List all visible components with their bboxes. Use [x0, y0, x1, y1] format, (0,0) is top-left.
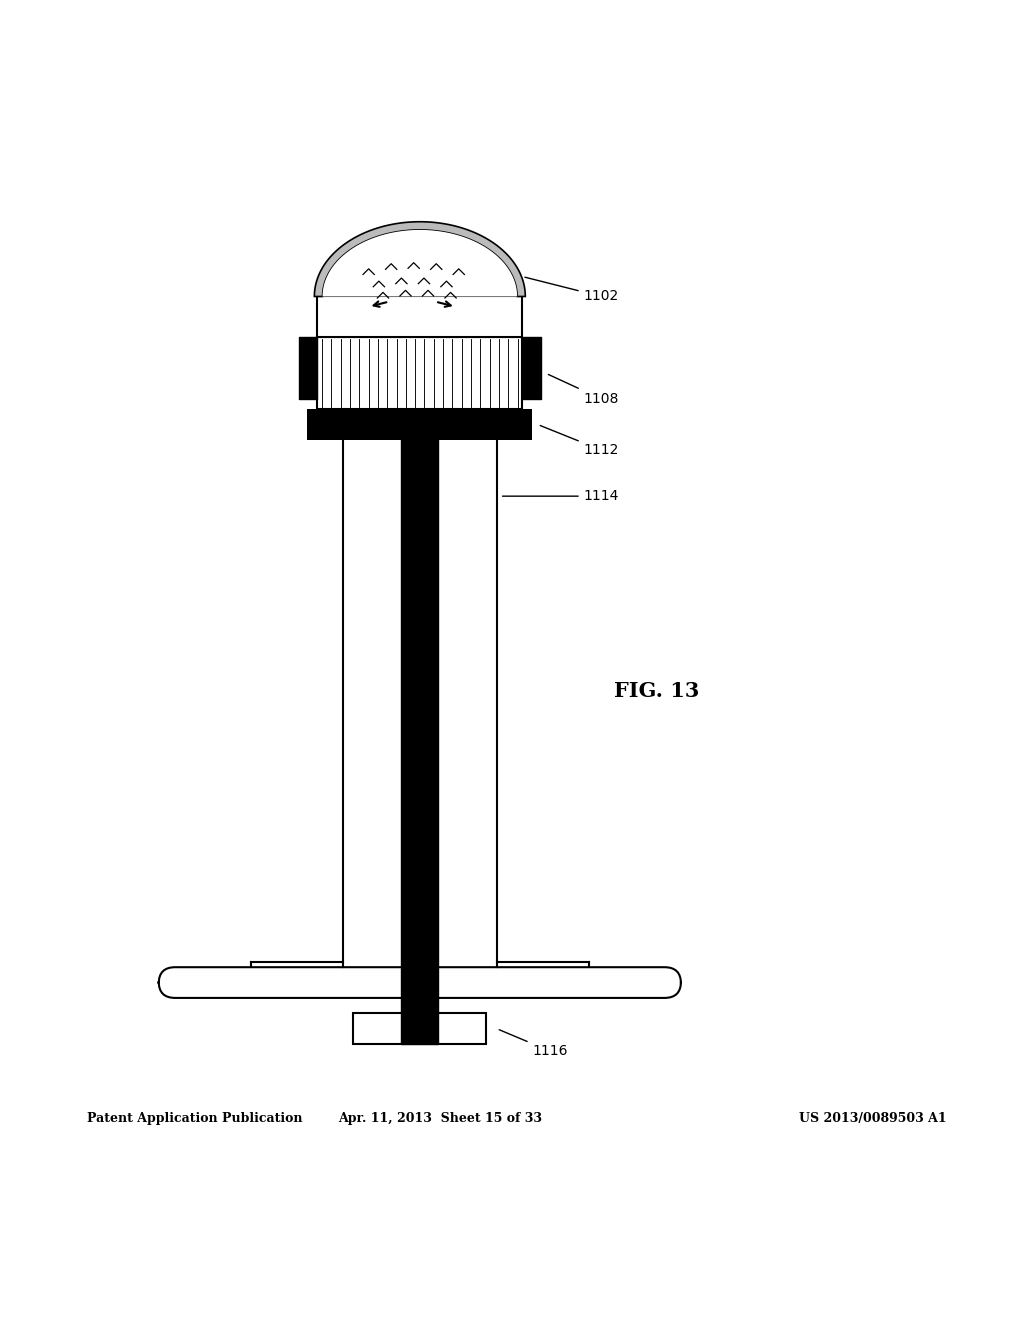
Text: Patent Application Publication: Patent Application Publication — [87, 1113, 302, 1125]
Text: 1108: 1108 — [548, 375, 620, 405]
Text: US 2013/0089503 A1: US 2013/0089503 A1 — [799, 1113, 946, 1125]
Bar — [317, 338, 522, 409]
Polygon shape — [314, 222, 525, 297]
Text: 1112: 1112 — [541, 425, 620, 457]
Text: FIG. 13: FIG. 13 — [614, 681, 699, 701]
Text: 1102: 1102 — [525, 277, 618, 304]
Text: Apr. 11, 2013  Sheet 15 of 33: Apr. 11, 2013 Sheet 15 of 33 — [338, 1113, 543, 1125]
Polygon shape — [323, 230, 517, 297]
Text: 1116: 1116 — [499, 1030, 568, 1059]
Bar — [307, 409, 532, 440]
Text: 1114: 1114 — [503, 490, 620, 503]
Bar — [353, 1014, 486, 1044]
FancyBboxPatch shape — [159, 968, 681, 998]
Bar — [317, 297, 522, 338]
